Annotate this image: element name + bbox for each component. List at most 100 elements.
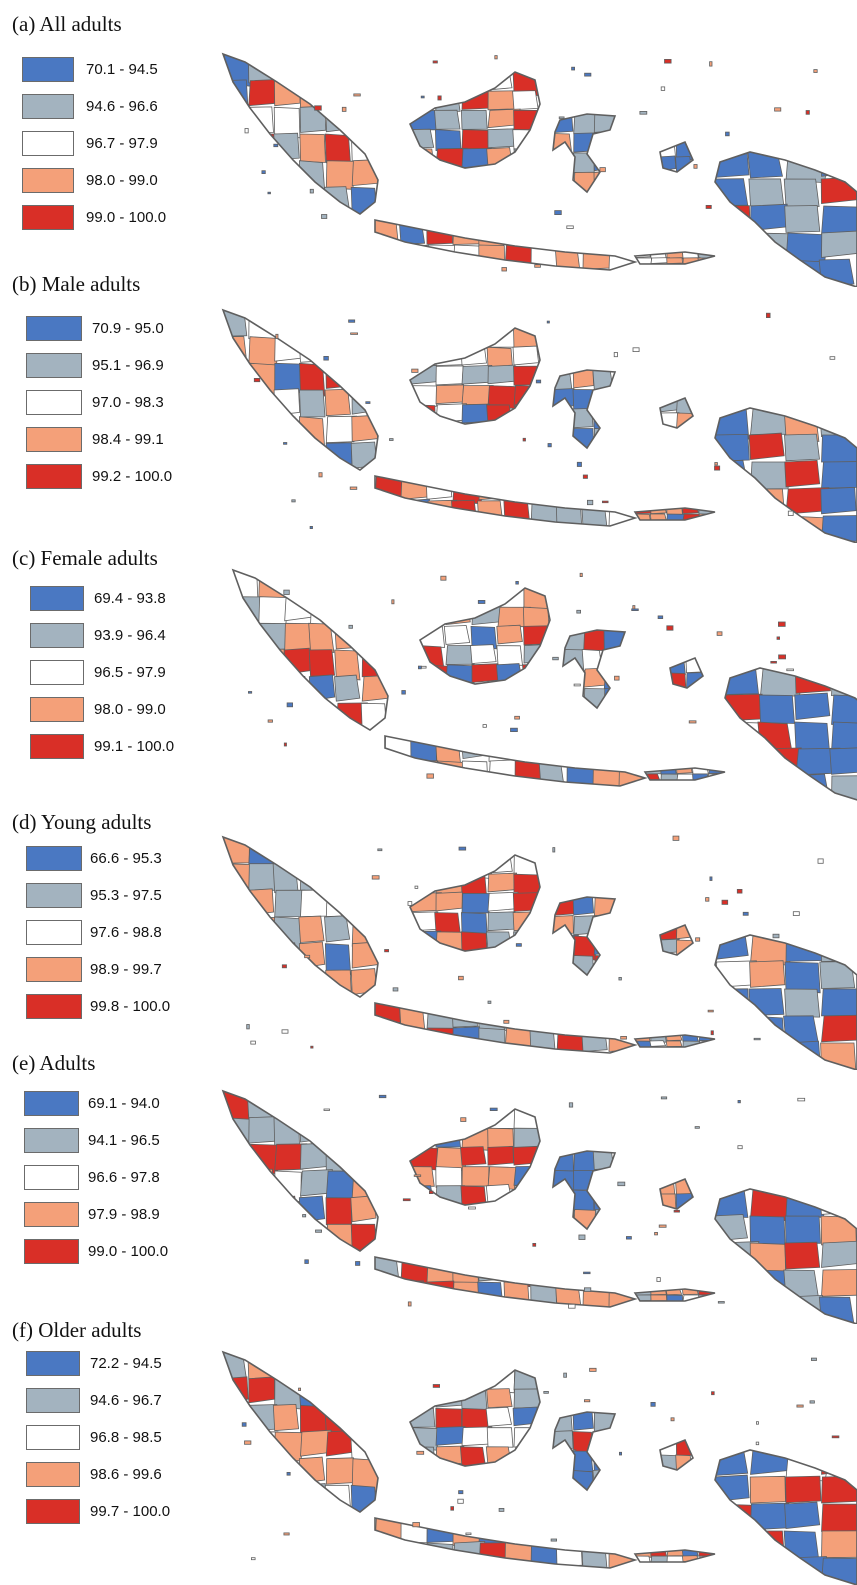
district-region xyxy=(409,1109,435,1129)
small-island xyxy=(342,107,346,111)
small-island xyxy=(504,1020,509,1023)
legend-swatch xyxy=(24,1202,79,1227)
district-region xyxy=(607,1003,633,1033)
legend-item: 97.0 - 98.3 xyxy=(26,390,196,418)
district-region xyxy=(273,161,298,191)
legend-swatch xyxy=(26,1425,80,1450)
small-island xyxy=(415,886,418,888)
district-region xyxy=(786,1189,827,1217)
small-island xyxy=(461,1118,466,1122)
legend-swatch xyxy=(24,1165,79,1190)
district-region xyxy=(325,1090,350,1116)
small-island xyxy=(651,1402,655,1406)
map-panel-e: (e) Adults 69.1 - 94.0 94.1 - 96.5 96.6 … xyxy=(0,1051,857,1313)
legend-label: 97.9 - 98.9 xyxy=(88,1206,160,1223)
district-region xyxy=(275,1432,303,1461)
district-region xyxy=(300,1484,326,1510)
district-region xyxy=(581,1257,606,1284)
small-island xyxy=(712,1392,715,1395)
map-panel-d: (d) Young adults 66.6 - 95.3 95.3 - 97.5… xyxy=(0,810,857,1060)
small-island xyxy=(793,912,799,916)
legend-item: 96.6 - 97.8 xyxy=(24,1165,194,1193)
small-island xyxy=(600,168,606,172)
district-region xyxy=(821,177,856,203)
island-papua xyxy=(713,408,857,543)
small-island xyxy=(414,1175,421,1177)
small-island xyxy=(584,1272,591,1274)
district-region xyxy=(401,245,432,271)
district-region xyxy=(725,775,766,802)
legend-swatch xyxy=(30,660,84,685)
legend-item: 97.6 - 98.8 xyxy=(26,920,196,948)
legend-label: 69.4 - 93.8 xyxy=(94,590,166,607)
district-region xyxy=(794,774,829,800)
legend-swatch xyxy=(24,1091,79,1116)
district-region xyxy=(660,1440,677,1456)
legend-swatch xyxy=(26,1388,80,1413)
district-region xyxy=(479,475,511,500)
district-region xyxy=(233,650,263,679)
small-island xyxy=(756,1422,758,1425)
legend-item: 95.1 - 96.9 xyxy=(26,353,196,381)
panel-title: (a) All adults xyxy=(12,12,122,36)
district-region xyxy=(285,703,312,733)
small-island xyxy=(390,439,394,441)
district-region xyxy=(488,912,515,931)
district-region xyxy=(361,569,386,595)
legend-label: 96.7 - 97.9 xyxy=(86,135,158,152)
small-island xyxy=(659,1225,666,1227)
small-island xyxy=(515,716,520,719)
district-region xyxy=(223,969,250,995)
legend-swatch xyxy=(30,697,84,722)
small-island xyxy=(559,117,564,119)
district-region xyxy=(399,1543,424,1569)
district-region xyxy=(795,667,830,694)
legend-item: 99.0 - 100.0 xyxy=(22,205,192,233)
small-island xyxy=(418,666,421,669)
district-region xyxy=(593,1469,613,1488)
legend-item: 98.0 - 99.0 xyxy=(30,697,200,725)
panel-title: (c) Female adults xyxy=(12,546,158,570)
district-region xyxy=(436,892,462,911)
small-island xyxy=(310,526,312,528)
small-island xyxy=(242,1423,246,1427)
legend-label: 96.5 - 97.9 xyxy=(94,664,166,681)
small-island xyxy=(555,211,562,215)
legend-item: 66.6 - 95.3 xyxy=(26,846,196,874)
district-region xyxy=(552,408,572,427)
map-svg xyxy=(215,1340,857,1585)
district-region xyxy=(309,675,335,701)
district-region xyxy=(300,134,326,163)
small-island xyxy=(483,725,486,728)
small-island xyxy=(282,965,286,968)
district-region xyxy=(326,1117,356,1144)
district-region xyxy=(223,1405,251,1432)
legend-label: 97.6 - 98.8 xyxy=(90,924,162,941)
district-region xyxy=(714,1475,749,1501)
small-island xyxy=(710,62,712,66)
small-island xyxy=(551,1539,557,1541)
legend-item: 69.4 - 93.8 xyxy=(30,586,200,614)
district-region xyxy=(488,129,514,148)
district-region xyxy=(461,1147,487,1166)
small-island xyxy=(299,1388,301,1390)
legend-item: 97.9 - 98.9 xyxy=(24,1202,194,1230)
district-region xyxy=(221,363,246,390)
district-region xyxy=(299,1457,324,1483)
district-region xyxy=(594,1432,615,1453)
small-island xyxy=(511,728,518,731)
legend-item: 70.1 - 94.5 xyxy=(22,57,192,85)
district-region xyxy=(300,106,326,132)
district-region xyxy=(822,1558,857,1585)
small-island xyxy=(458,1499,464,1503)
district-region xyxy=(275,310,303,337)
district-region xyxy=(409,1447,435,1468)
island-sumatra xyxy=(223,836,384,1000)
district-region xyxy=(749,433,784,459)
small-island xyxy=(547,321,549,323)
legend-label: 94.6 - 96.6 xyxy=(86,98,158,115)
legend-label: 99.0 - 100.0 xyxy=(86,209,166,226)
legend-swatch xyxy=(22,94,74,119)
small-island xyxy=(408,1302,411,1306)
island-sulawesi xyxy=(552,369,618,450)
